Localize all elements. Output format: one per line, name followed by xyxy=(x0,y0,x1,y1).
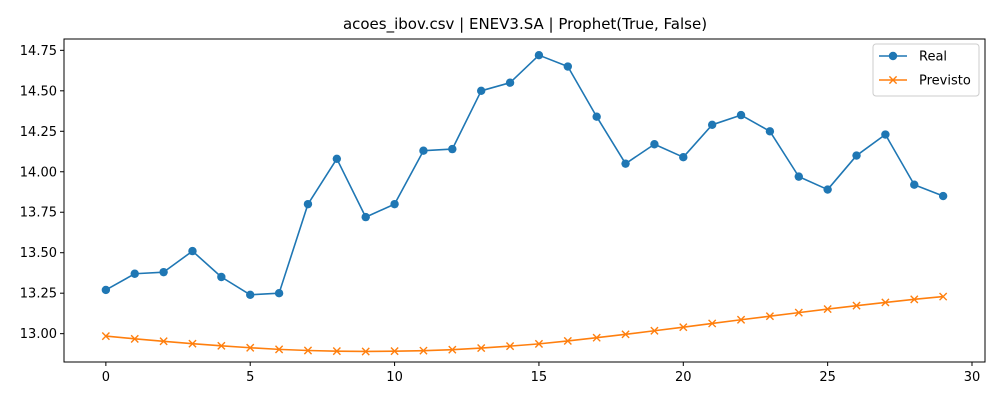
data-point-real xyxy=(246,290,255,300)
x-tick-label: 0 xyxy=(102,370,110,385)
data-point-previsto xyxy=(390,347,399,356)
data-point-previsto xyxy=(621,330,630,339)
data-point-previsto xyxy=(563,336,572,346)
data-point-previsto xyxy=(274,345,284,354)
data-point-real xyxy=(881,130,890,139)
data-point-real xyxy=(707,120,717,130)
data-point-previsto xyxy=(361,347,370,356)
data-point-previsto xyxy=(505,342,515,351)
data-point-previsto xyxy=(939,292,948,301)
data-point-previsto xyxy=(765,312,775,321)
data-point-real xyxy=(650,140,659,149)
data-point-previsto xyxy=(188,339,197,348)
data-point-previsto xyxy=(881,298,890,307)
data-point-real xyxy=(419,146,428,155)
data-point-real xyxy=(736,110,746,120)
data-point-real xyxy=(910,180,919,189)
data-point-real xyxy=(621,159,630,168)
y-tick-label: 14.50 xyxy=(20,84,57,99)
data-point-real xyxy=(852,151,861,160)
data-point-previsto xyxy=(852,301,861,310)
data-point-real xyxy=(159,267,168,277)
series-line-real xyxy=(105,54,944,296)
data-point-real xyxy=(390,199,399,209)
data-point-real xyxy=(938,191,948,201)
y-tick-label: 14.00 xyxy=(20,165,57,180)
y-tick-label: 13.00 xyxy=(20,327,57,342)
x-tick-label: 15 xyxy=(531,370,548,385)
data-point-previsto xyxy=(159,337,168,346)
legend: Real Previsto xyxy=(872,43,980,97)
data-point-previsto xyxy=(332,347,341,356)
data-point-previsto xyxy=(910,295,919,304)
data-point-previsto xyxy=(592,333,601,342)
y-tick-label: 13.50 xyxy=(20,246,57,261)
data-point-real xyxy=(130,269,139,278)
data-point-previsto xyxy=(448,345,457,354)
data-point-previsto xyxy=(477,343,486,353)
data-point-previsto xyxy=(823,304,832,314)
legend-label-real: Real xyxy=(919,50,947,65)
data-point-real xyxy=(765,127,775,136)
data-point-real xyxy=(303,199,313,209)
x-tick-label: 5 xyxy=(246,370,254,385)
legend-box xyxy=(872,43,980,97)
y-tick-label: 13.75 xyxy=(20,206,57,221)
x-tick-label: 25 xyxy=(819,370,836,385)
data-point-previsto xyxy=(708,319,717,328)
data-point-real xyxy=(794,172,803,181)
data-point-real xyxy=(101,285,111,295)
data-point-previsto xyxy=(419,346,428,355)
data-point-previsto xyxy=(794,308,803,317)
data-point-real xyxy=(823,185,832,194)
series-line-previsto xyxy=(105,295,944,353)
data-point-real xyxy=(563,62,573,71)
data-point-real xyxy=(476,86,486,96)
data-point-real xyxy=(188,246,197,256)
x-tick-label: 10 xyxy=(386,370,403,385)
data-point-previsto xyxy=(736,315,746,324)
axes-frame xyxy=(63,38,986,363)
legend-marker-real xyxy=(888,51,898,61)
legend-marker-previsto xyxy=(888,75,898,85)
data-point-real xyxy=(361,212,370,222)
data-point-previsto xyxy=(534,339,544,348)
data-point-real xyxy=(274,288,284,298)
data-point-previsto xyxy=(217,341,226,350)
data-point-previsto xyxy=(101,332,110,341)
data-point-real xyxy=(679,152,688,162)
data-point-previsto xyxy=(303,346,313,355)
y-tick-label: 14.25 xyxy=(20,125,57,140)
data-point-previsto xyxy=(130,334,139,343)
data-point-real xyxy=(332,154,342,164)
y-tick-label: 14.75 xyxy=(20,44,57,59)
data-point-real xyxy=(505,78,515,87)
data-point-previsto xyxy=(650,326,659,335)
data-point-previsto xyxy=(679,323,688,332)
data-point-previsto xyxy=(246,343,255,352)
y-tick-label: 13.25 xyxy=(20,287,57,302)
data-point-real xyxy=(217,272,226,282)
data-point-real xyxy=(448,144,457,154)
data-point-real xyxy=(534,50,544,60)
x-tick-label: 30 xyxy=(964,370,981,385)
x-tick-label: 20 xyxy=(675,370,692,385)
axes: 0 5 10 15 20 25 30 13.00 13.25 13.50 13.75 14.00 14.… xyxy=(20,38,986,385)
chart-title: acoes_ibov.csv | ENEV3.SA | Prophet(True… xyxy=(343,15,707,34)
data-point-real xyxy=(592,112,601,121)
plot-area xyxy=(101,50,948,356)
legend-label-previsto: Previsto xyxy=(919,74,971,89)
